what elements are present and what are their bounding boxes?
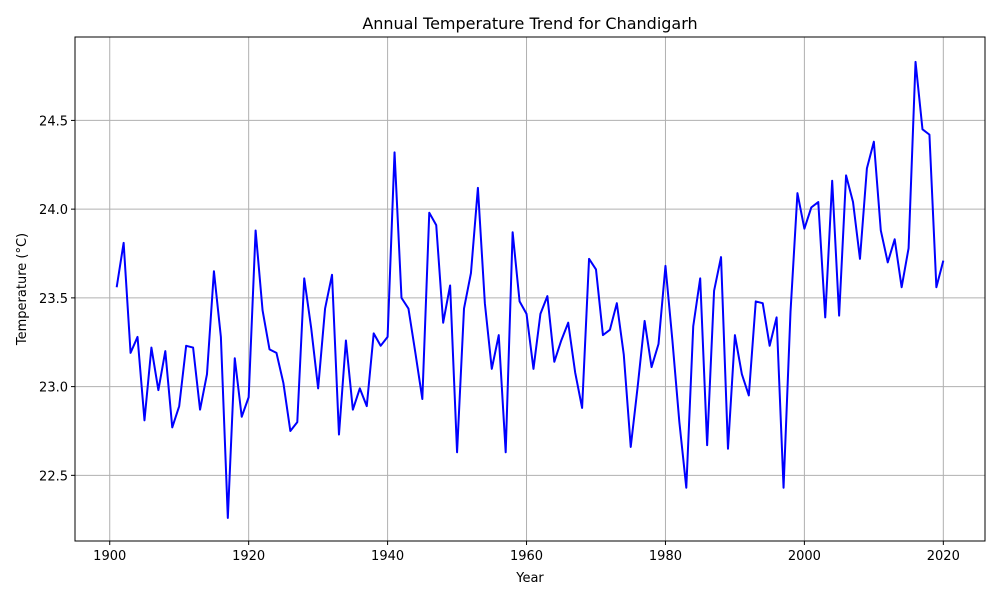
y-axis-label: Temperature (°C) [15,233,30,346]
y-tick-label: 22.5 [39,469,68,484]
y-tick-label: 24.0 [39,203,68,218]
x-tick-label: 1940 [371,549,404,564]
x-tick-label: 2020 [927,549,960,564]
x-axis-label: Year [515,571,544,586]
x-tick-label: 2000 [788,549,821,564]
chart-title: Annual Temperature Trend for Chandigarh [362,14,697,33]
x-tick-label: 1980 [649,549,682,564]
axis-ticks: 1900 1920 1940 1960 1980 2000 2020 22.5 23.0 23.5… [39,114,960,564]
x-tick-label: 1920 [232,549,265,564]
x-tick-label: 1900 [93,549,126,564]
grid-lines [75,37,985,541]
temperature-series-line [115,60,945,519]
y-tick-label: 23.0 [39,381,68,396]
plot-frame [74,36,986,542]
x-tick-label: 1960 [510,549,543,564]
y-tick-label: 24.5 [39,114,68,129]
y-tick-label: 23.5 [39,292,68,307]
